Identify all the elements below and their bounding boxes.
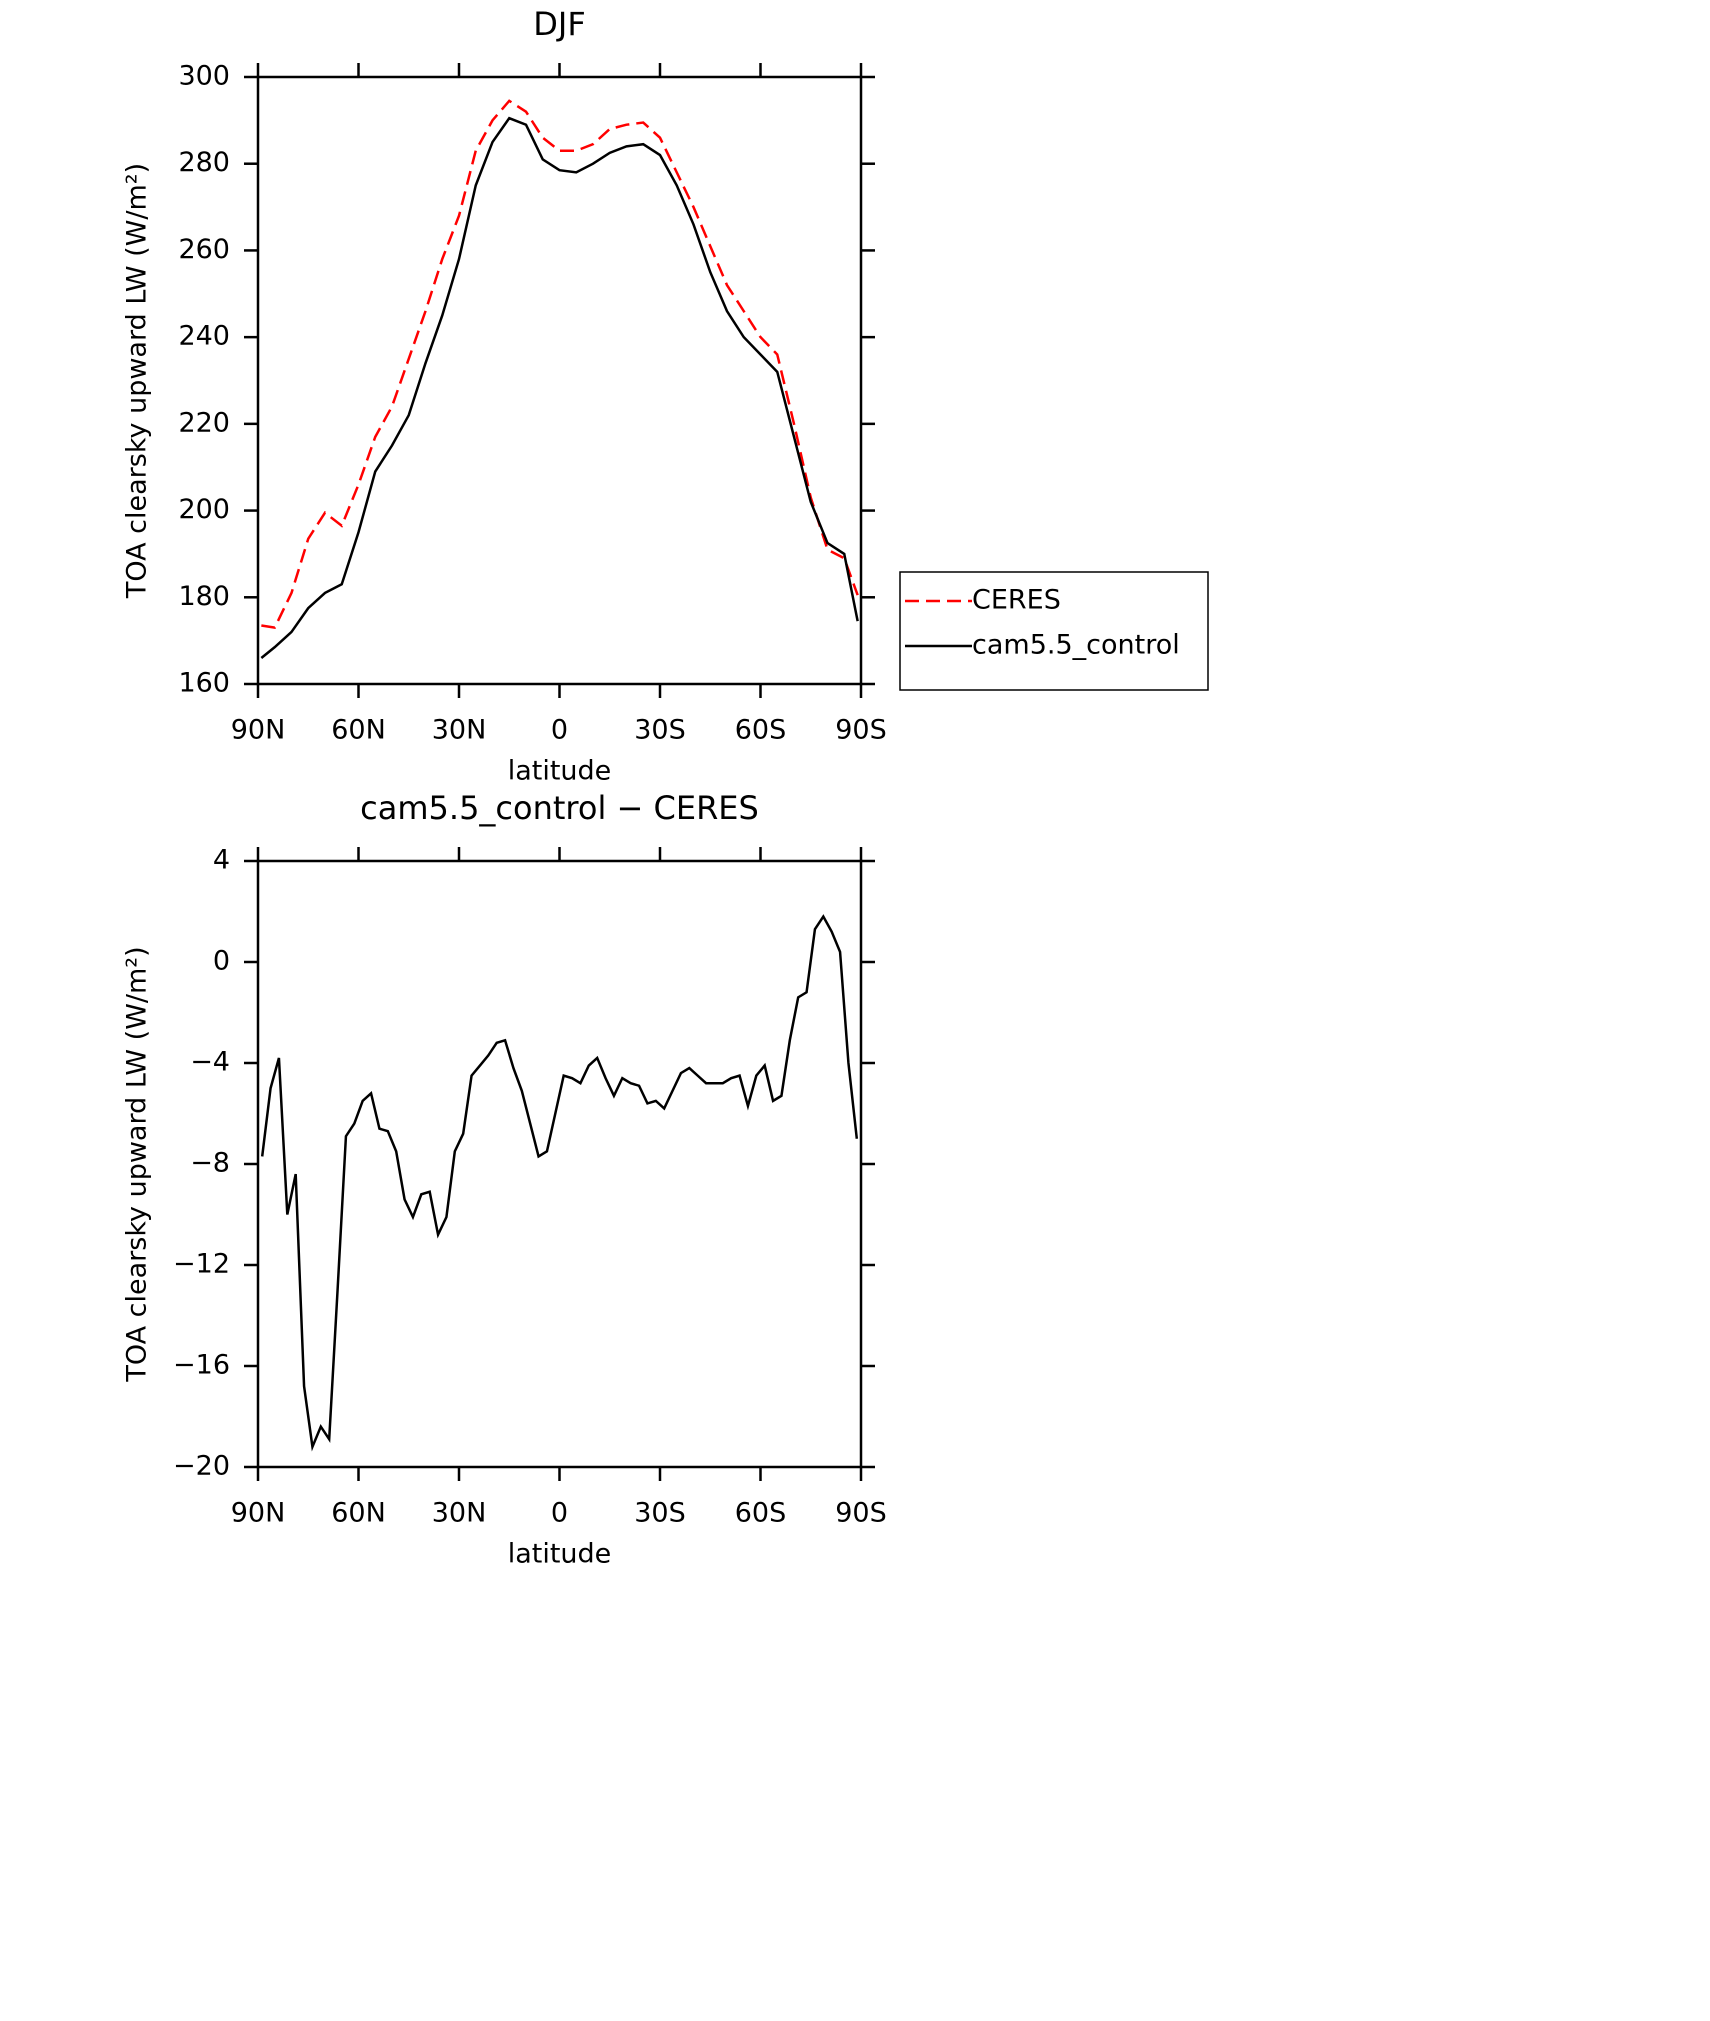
y-tick-label: 240 [178,321,230,352]
x-tick-label: 90N [231,1498,286,1529]
x-tick-label: 90S [835,715,887,746]
y-tick-label: 220 [178,407,230,438]
series-line [261,99,859,630]
series-line [260,116,859,659]
chart-title: DJF [533,5,585,43]
x-tick-label: 30S [634,1498,686,1529]
y-tick-label: 0 [213,946,230,977]
x-tick-label: 30N [432,1498,487,1529]
x-tick-label: 90S [835,1498,887,1529]
plot-frame [256,75,863,686]
legend-label: cam5.5_control [972,630,1180,661]
x-tick-label: 30N [432,715,487,746]
x-tick-label: 60S [735,715,787,746]
x-tick-label: 60S [735,1498,787,1529]
x-axis-label: latitude [508,1539,612,1570]
x-tick-label: 60N [331,715,386,746]
y-axis-label: TOA clearsky upward LW (W/m²) [122,163,153,599]
y-tick-label: 260 [178,234,230,265]
x-tick-label: 30S [634,715,686,746]
x-tick-label: 60N [331,1498,386,1529]
legend-box [899,571,1209,691]
y-tick-label: 300 [178,61,230,92]
y-tick-label: −16 [173,1350,230,1381]
y-tick-label: −12 [173,1249,230,1280]
y-tick-label: 200 [178,494,230,525]
plot-frame [256,859,863,1469]
y-tick-label: −20 [173,1451,230,1482]
chart-title: cam5.5_control − CERES [360,789,759,827]
x-tick-label: 90N [231,715,286,746]
y-tick-label: −8 [190,1148,230,1179]
x-axis-label: latitude [508,756,612,787]
legend-label: CERES [972,585,1061,616]
x-tick-label: 0 [551,1498,568,1529]
x-tick-label: 0 [551,715,568,746]
y-tick-label: 4 [213,845,230,876]
y-tick-label: 180 [178,581,230,612]
y-tick-label: −4 [190,1047,230,1078]
y-tick-label: 160 [178,668,230,699]
y-tick-label: 280 [178,147,230,178]
y-axis-label: TOA clearsky upward LW (W/m²) [122,946,153,1382]
data-line [260,914,859,1452]
